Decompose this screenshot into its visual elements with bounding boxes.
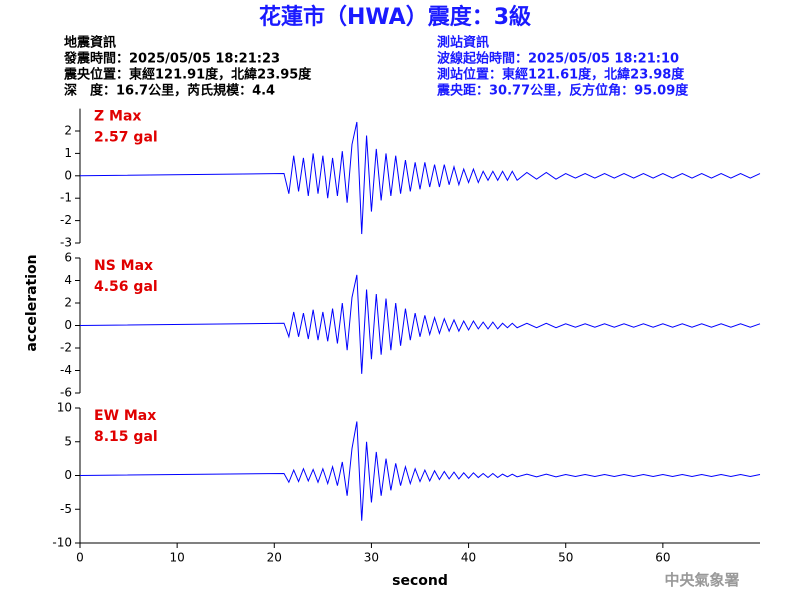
x-tick-label: 40 bbox=[461, 551, 476, 565]
max-label: 2.57 gal bbox=[94, 130, 158, 146]
y-tick-label: 5 bbox=[64, 434, 72, 448]
header-left: 震央位置：東經121.91度，北緯23.95度 bbox=[63, 67, 312, 83]
y-tick-label: 2 bbox=[64, 124, 72, 138]
y-axis-label: acceleration bbox=[24, 254, 40, 351]
header-left: 發震時間：2025/05/05 18:21:23 bbox=[63, 51, 280, 67]
footer: 中央氣象署 bbox=[664, 571, 739, 589]
y-tick-label: 2 bbox=[64, 296, 72, 310]
header-right: 測站資訊 bbox=[437, 35, 489, 51]
y-tick-label: -10 bbox=[52, 536, 72, 550]
waveform bbox=[79, 274, 761, 374]
header-right: 波線起始時間：2025/05/05 18:21:10 bbox=[437, 51, 679, 67]
y-tick-label: -1 bbox=[60, 191, 72, 205]
x-tick-label: 20 bbox=[267, 551, 282, 565]
x-tick-label: 50 bbox=[558, 551, 573, 565]
panel-label: NS Max bbox=[94, 258, 153, 274]
max-label: 8.15 gal bbox=[94, 429, 158, 445]
chart-title: 花蓮市（HWA）震度：3級 bbox=[259, 4, 531, 30]
y-tick-label: -3 bbox=[60, 236, 72, 250]
y-tick-label: -5 bbox=[60, 502, 72, 516]
max-label: 4.56 gal bbox=[94, 279, 158, 295]
y-tick-label: 0 bbox=[64, 468, 72, 482]
waveform bbox=[79, 421, 761, 521]
header-left: 地震資訊 bbox=[64, 35, 116, 51]
y-tick-label: 0 bbox=[64, 318, 72, 332]
y-tick-label: 6 bbox=[64, 251, 72, 265]
y-tick-label: 0 bbox=[64, 168, 72, 182]
header-right: 測站位置：東經121.61度，北緯23.98度 bbox=[437, 67, 685, 83]
y-tick-label: 4 bbox=[64, 273, 72, 287]
y-tick-label: -2 bbox=[60, 213, 72, 227]
x-tick-label: 30 bbox=[364, 551, 379, 565]
x-axis-label: second bbox=[392, 573, 448, 589]
y-tick-label: 10 bbox=[57, 401, 72, 415]
x-tick-label: 10 bbox=[170, 551, 185, 565]
x-tick-label: 0 bbox=[76, 551, 84, 565]
y-tick-label: 1 bbox=[64, 146, 72, 160]
waveform bbox=[79, 121, 761, 235]
y-tick-label: -4 bbox=[60, 363, 72, 377]
header-right: 震央距：30.77公里，反方位角：95.09度 bbox=[436, 83, 689, 99]
header-left: 深 度：16.7公里，芮氏規模：4.4 bbox=[64, 83, 275, 99]
panel-label: EW Max bbox=[94, 408, 156, 424]
panel-label: Z Max bbox=[94, 109, 141, 125]
y-tick-label: -6 bbox=[60, 386, 72, 400]
y-tick-label: -2 bbox=[60, 341, 72, 355]
x-tick-label: 60 bbox=[655, 551, 670, 565]
